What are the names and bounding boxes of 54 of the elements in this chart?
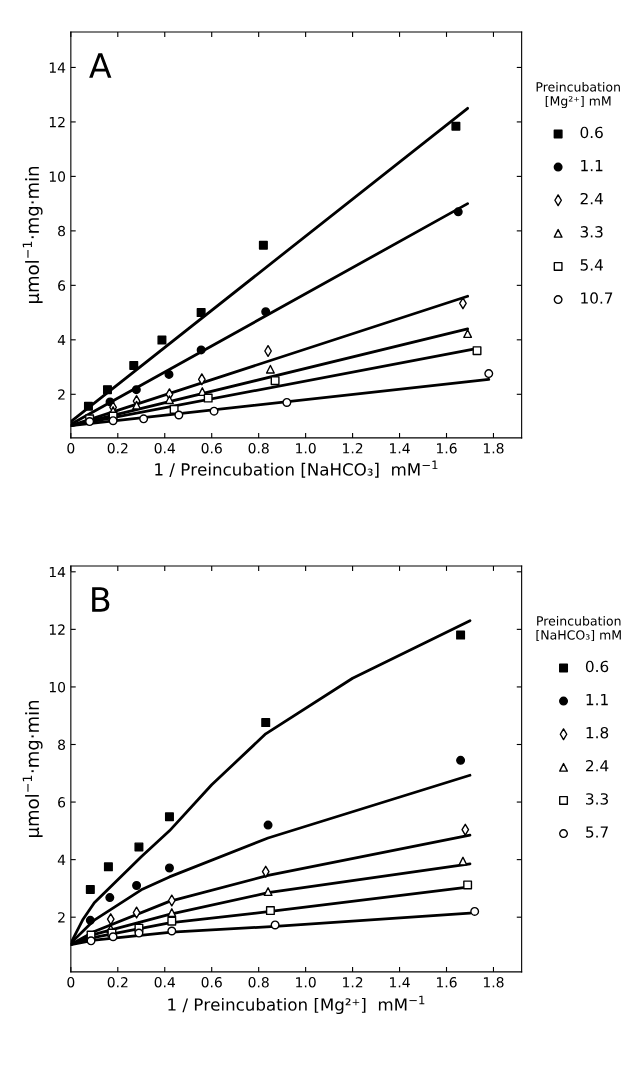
x-tick-label: 0.4: [154, 442, 176, 454]
y-tick-label: 8: [58, 739, 66, 750]
legend-label: 1.1: [586, 693, 608, 706]
y-tick-label: 14: [49, 566, 66, 578]
x-tick-label: 0: [67, 442, 75, 454]
y-tick-label: 6: [58, 797, 66, 808]
y-tick-label: 4: [57, 854, 66, 865]
x-tick-label: 1.2: [343, 442, 363, 454]
y-tick-label: 12: [49, 624, 65, 635]
legend-label: 2.4: [586, 760, 609, 772]
x-tick-label: 0: [67, 976, 75, 988]
legend-title: Preincubation [NaHCO₃] mM: [536, 615, 621, 642]
x-tick-label: 1.0: [296, 976, 316, 988]
legend-title: Preincubation [Mg²⁺] mM: [536, 81, 620, 109]
legend-label: 1.1: [581, 159, 603, 172]
x-tick-label: 1.6: [436, 442, 457, 454]
x-axis-title: 1 / Preincubation [Mg²⁺] mM$^{−1}$: [168, 995, 425, 1015]
legend-label: 0.6: [580, 126, 603, 139]
legend-label: 5.7: [586, 826, 608, 838]
y-tick-label: 2: [58, 912, 65, 923]
y-tick-label: 8: [58, 225, 66, 237]
text: B: [92, 587, 110, 612]
y-tick-label: 4: [57, 334, 66, 346]
y-tick-label: 14: [49, 62, 66, 73]
x-tick-label: 1.8: [483, 442, 504, 454]
legend-label: 10.7: [581, 292, 613, 304]
x-tick-label: 0.6: [201, 976, 222, 988]
legend-label: 0.6: [585, 660, 609, 673]
y-tick-label: 12: [49, 116, 65, 128]
legend-label: 2.4: [580, 192, 603, 205]
x-tick-label: 1.8: [483, 976, 504, 988]
x-tick-label: 1.6: [436, 976, 457, 988]
x-tick-label: 0.2: [107, 442, 128, 454]
x-tick-label: 1.2: [343, 976, 363, 988]
x-tick-label: 0.8: [248, 442, 269, 454]
x-tick-label: 0.6: [201, 442, 222, 454]
x-tick-label: 0.8: [248, 976, 269, 988]
x-tick-label: 1.0: [296, 442, 316, 454]
legend-label: 5.4: [580, 259, 603, 271]
y-axis-title: μmol$^{−1}$·mg·min: [22, 700, 43, 837]
x-tick-label: 0.4: [154, 976, 176, 988]
y-tick-label: 6: [58, 280, 66, 291]
y-tick-label: 10: [49, 681, 66, 693]
x-tick-label: 1.4: [390, 443, 410, 454]
legend-label: 3.3: [580, 226, 603, 238]
x-axis-title: 1 / Preincubation [NaHCO₃] mM$^{−1}$: [155, 460, 438, 478]
x-tick-label: 1.4: [390, 977, 410, 988]
y-tick-label: 10: [49, 171, 66, 182]
legend-label: 3.3: [586, 793, 608, 805]
legend-label: 1.8: [586, 726, 609, 739]
y-axis-title: μmol$^{−1}$·mg·min: [22, 166, 43, 303]
text: A: [89, 53, 112, 78]
x-tick-label: 0.2: [107, 976, 128, 988]
y-tick-label: 2: [58, 389, 65, 400]
